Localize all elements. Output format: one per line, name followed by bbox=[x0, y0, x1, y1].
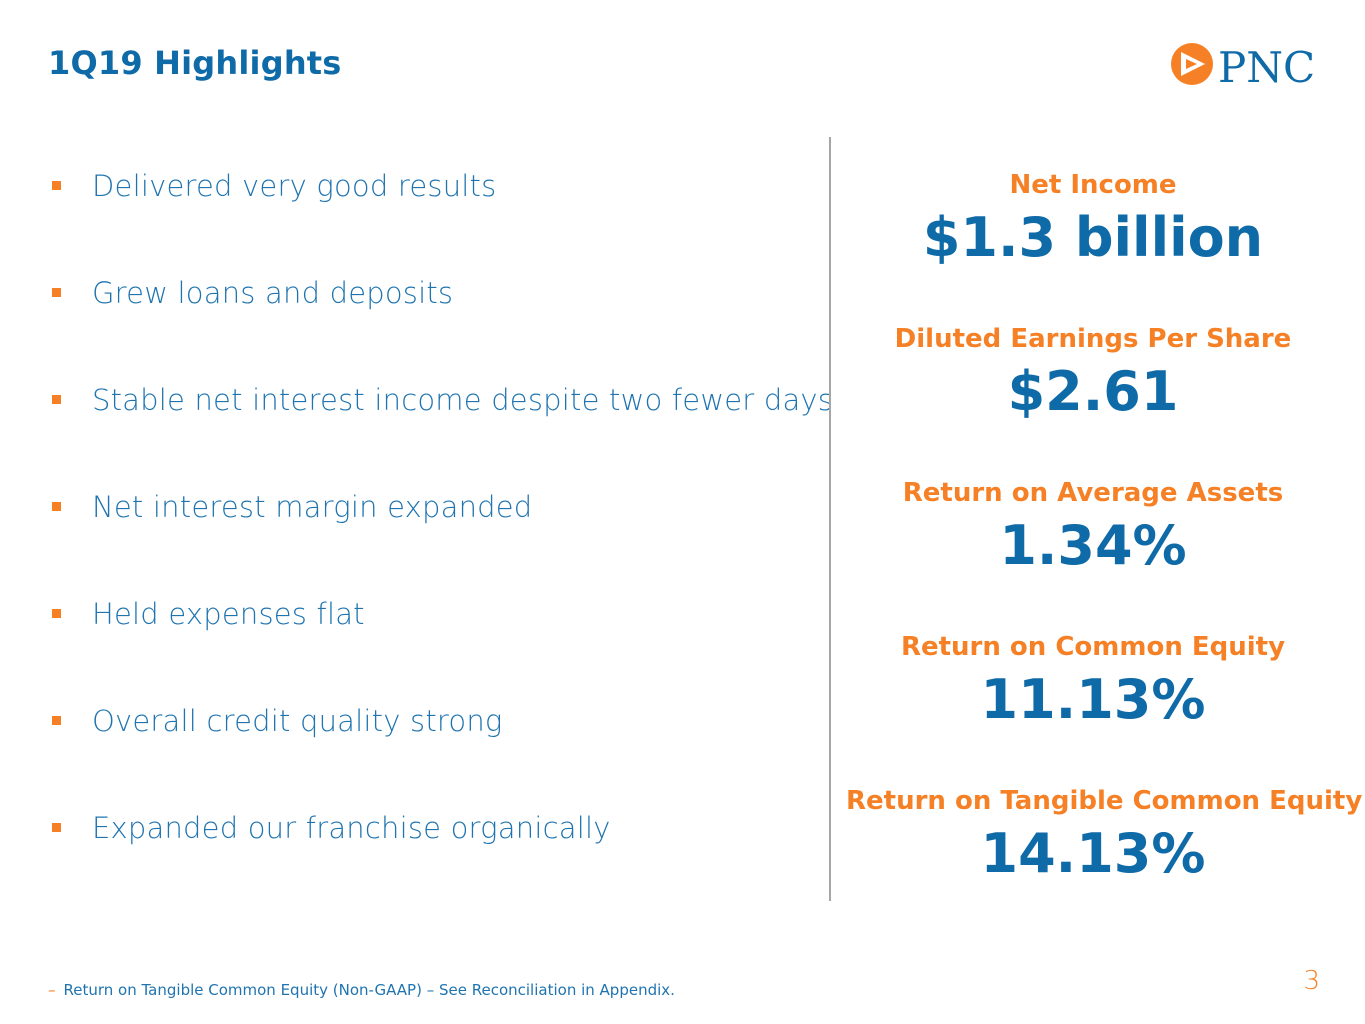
pnc-logo: PNC bbox=[1168, 38, 1328, 90]
footnote: – Return on Tangible Common Equity (Non-G… bbox=[48, 981, 675, 999]
square-bullet-icon bbox=[52, 716, 61, 725]
metric-label-rotce: Return on Tangible Common Equity bbox=[846, 786, 1363, 816]
square-bullet-icon bbox=[52, 288, 61, 297]
square-bullet-icon bbox=[52, 395, 61, 404]
list-item: Overall credit quality strong bbox=[48, 701, 818, 741]
bullet-text: Overall credit quality strong bbox=[92, 704, 503, 738]
footnote-marker: – bbox=[48, 981, 56, 999]
footnote-text: Return on Tangible Common Equity (Non-GA… bbox=[63, 981, 675, 999]
metric-label-net-income: Net Income bbox=[1009, 170, 1177, 200]
bullet-text: Delivered very good results bbox=[92, 169, 497, 203]
metric-value-roce: 11.13% bbox=[980, 668, 1206, 731]
page-number: 3 bbox=[1303, 966, 1320, 996]
bullet-text: Net interest margin expanded bbox=[92, 490, 533, 524]
metric-value-diluted-eps: $2.61 bbox=[1007, 360, 1179, 423]
list-item: Stable net interest income despite two f… bbox=[48, 380, 833, 420]
metric-value-rotce: 14.13% bbox=[980, 822, 1206, 885]
pnc-logo-text: PNC bbox=[1218, 43, 1315, 90]
metric-value-roaa: 1.34% bbox=[999, 514, 1187, 577]
square-bullet-icon bbox=[52, 502, 61, 511]
list-item: Held expenses flat bbox=[48, 594, 818, 634]
vertical-divider bbox=[829, 137, 831, 901]
metric-value-net-income: $1.3 billion bbox=[922, 206, 1264, 269]
square-bullet-icon bbox=[52, 823, 61, 832]
list-item: Grew loans and deposits bbox=[48, 273, 818, 313]
square-bullet-icon bbox=[52, 181, 61, 190]
bullet-text: Grew loans and deposits bbox=[92, 276, 454, 310]
list-item: Expanded our franchise organically bbox=[48, 808, 818, 848]
metric-label-roce: Return on Common Equity bbox=[900, 632, 1286, 662]
metric-label-diluted-eps: Diluted Earnings Per Share bbox=[894, 324, 1292, 354]
bullet-text: Expanded our franchise organically bbox=[92, 811, 611, 845]
square-bullet-icon bbox=[52, 609, 61, 618]
list-item: Net interest margin expanded bbox=[48, 487, 818, 527]
bullet-text: Held expenses flat bbox=[92, 597, 365, 631]
slide-title: 1Q19 Highlights bbox=[48, 44, 342, 82]
list-item: Delivered very good results bbox=[48, 166, 818, 206]
metric-label-roaa: Return on Average Assets bbox=[902, 478, 1284, 508]
pnc-triangle-logo-icon: PNC bbox=[1171, 43, 1315, 90]
bullet-text: Stable net interest income despite two f… bbox=[92, 383, 834, 417]
